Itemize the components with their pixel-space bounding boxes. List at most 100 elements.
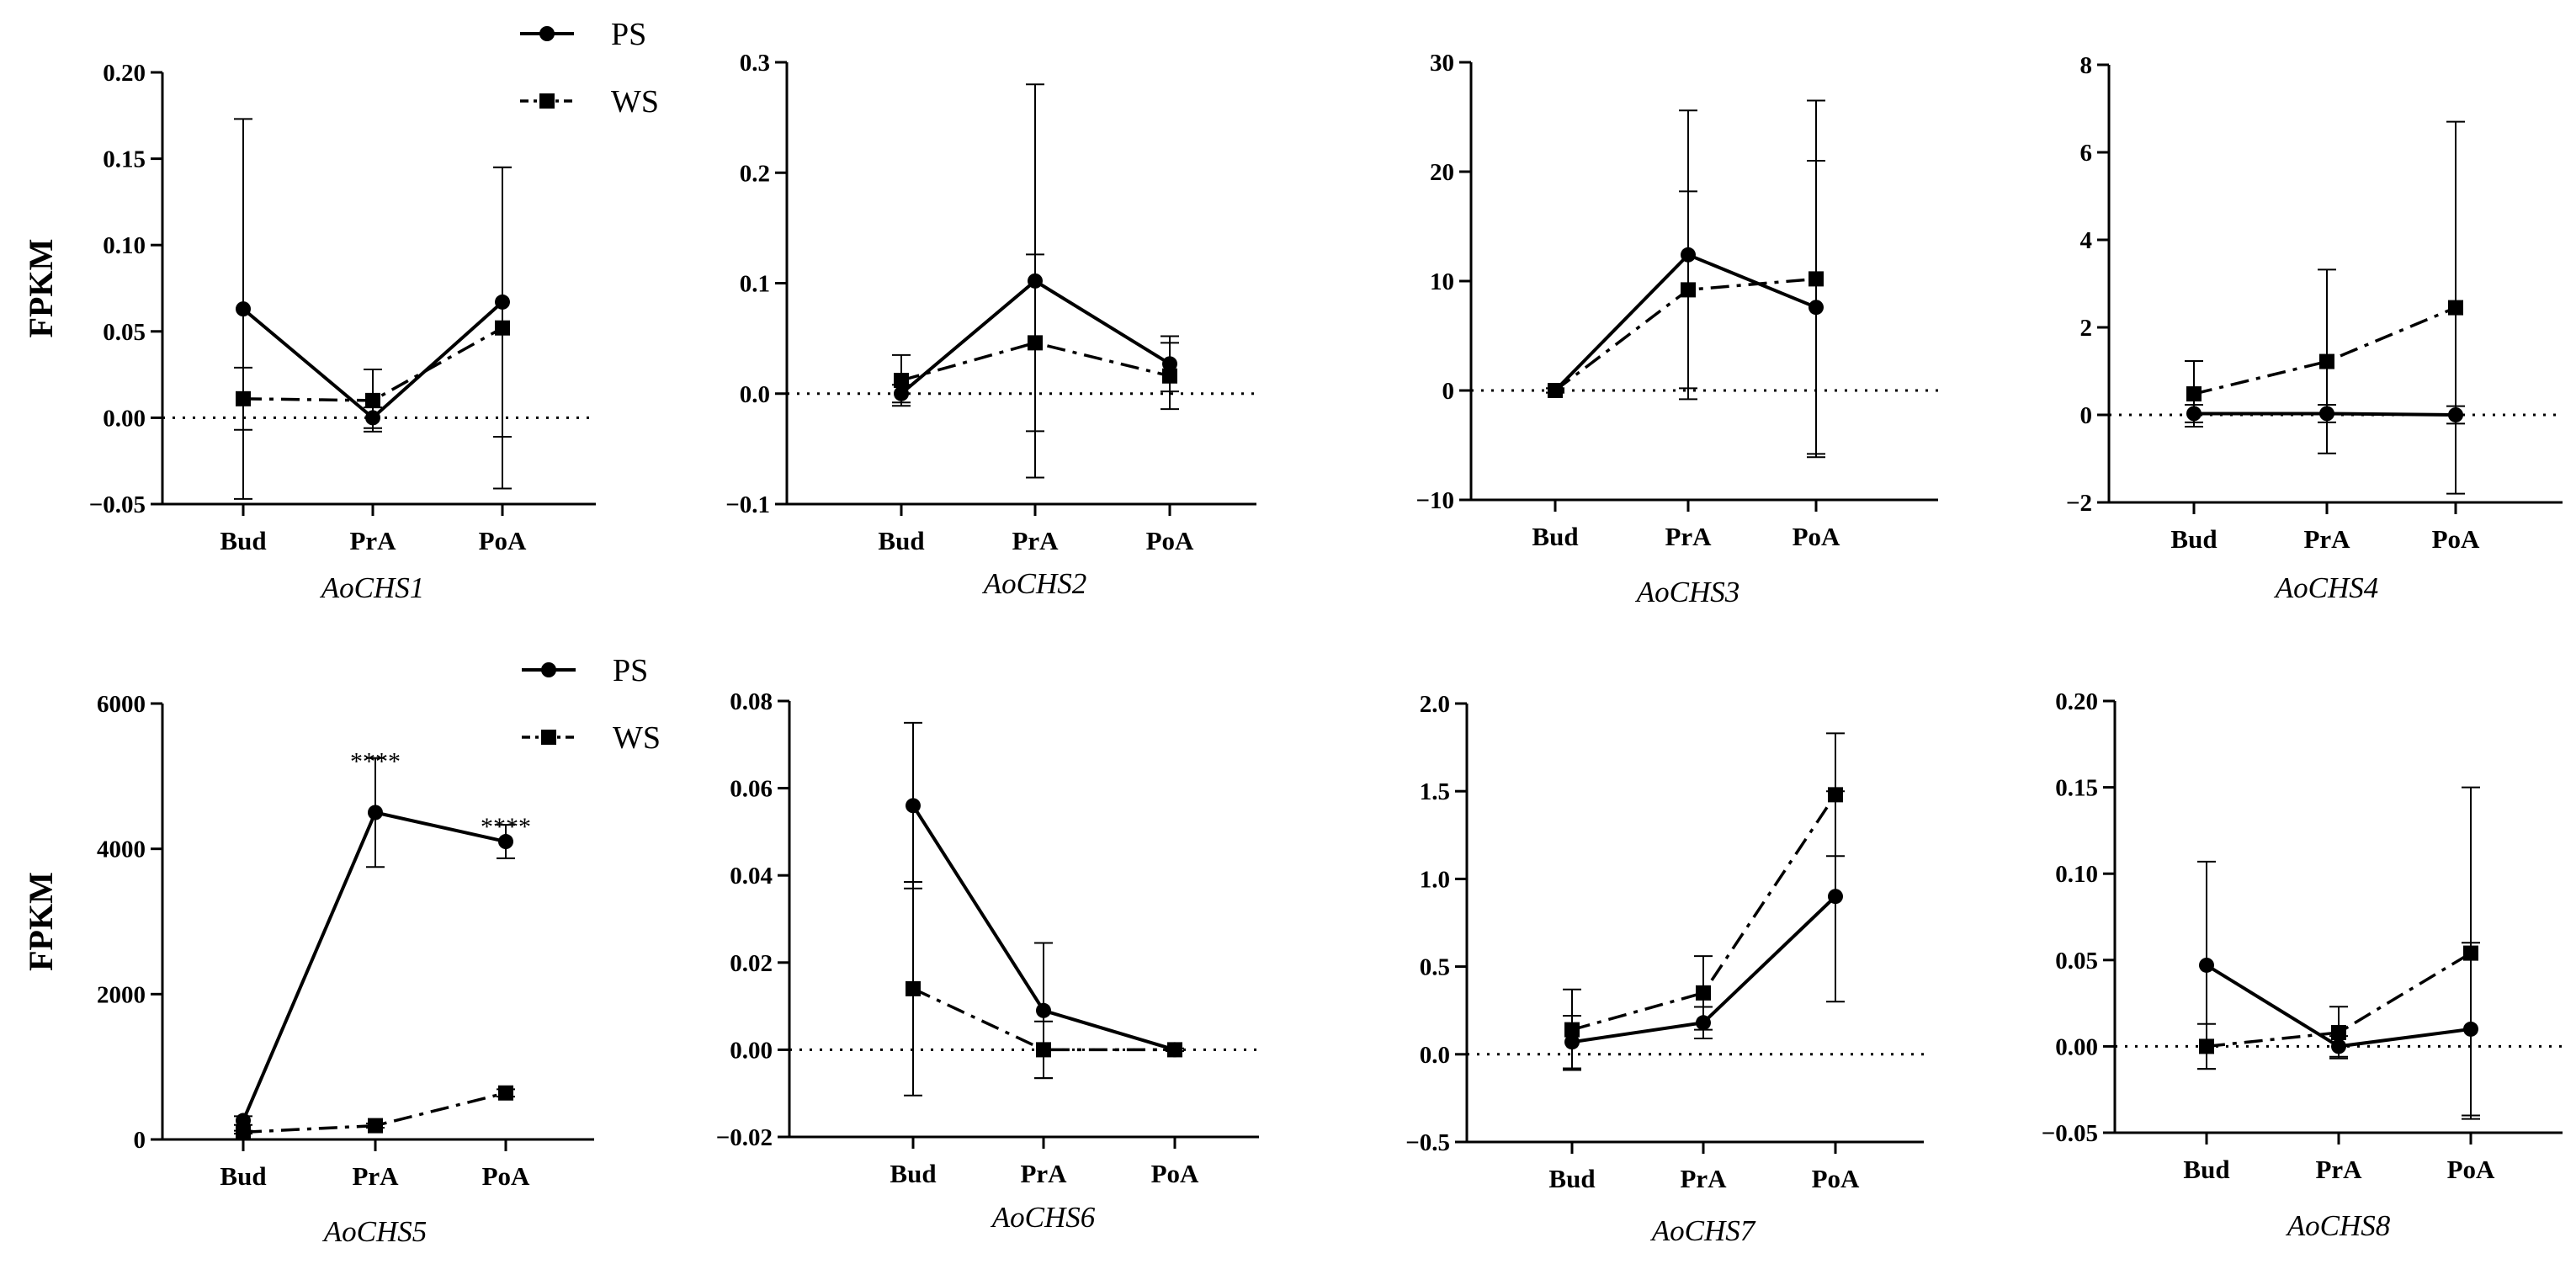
- legend: PS WS: [522, 653, 661, 756]
- y-tick-label: 0: [2080, 402, 2093, 429]
- x-tick-label: Bud: [220, 526, 266, 555]
- y-tick-label: 4000: [97, 836, 146, 863]
- point-ws: [2463, 945, 2478, 961]
- point-ws: [2448, 300, 2463, 316]
- legend-ws-label: WS: [613, 720, 661, 756]
- significance-label: ****: [350, 747, 401, 775]
- y-tick-label: 0.02: [730, 950, 773, 977]
- y-tick-label: 0.08: [730, 688, 773, 715]
- point-ws: [894, 373, 909, 388]
- point-ws: [2186, 386, 2202, 402]
- point-ws: [1828, 787, 1843, 803]
- significance-label: ****: [481, 813, 531, 841]
- y-tick-label: 6000: [97, 691, 146, 718]
- point-ws: [1036, 1042, 1051, 1058]
- y-tick-label: 0.2: [740, 160, 770, 187]
- point-ws: [906, 980, 921, 996]
- x-tick-label: Bud: [2183, 1155, 2229, 1184]
- y-tick-label: 0.1: [740, 271, 770, 298]
- legend-ws-marker: [539, 93, 555, 109]
- y-tick-label: −2: [2066, 490, 2092, 517]
- y-tick-label: 30: [1430, 50, 1454, 77]
- x-tick-label: PoA: [482, 1161, 530, 1191]
- point-ws: [2319, 353, 2334, 369]
- point-ws: [495, 320, 510, 336]
- y-tick-label: 0.10: [103, 232, 146, 259]
- x-tick-label: PoA: [2432, 524, 2480, 554]
- point-ws: [236, 390, 251, 406]
- panel-AoCHS6: −0.02 0.00 0.02 0.04 0.06 0.08 Bud PrA PoA AoCHS6: [716, 688, 1259, 1234]
- point-ws: [236, 1124, 251, 1140]
- point-ws: [2199, 1038, 2214, 1054]
- point-ws: [365, 392, 380, 408]
- x-tick-label: Bud: [1532, 522, 1578, 551]
- y-tick-label: −0.5: [1405, 1129, 1450, 1156]
- point-ps: [2199, 957, 2214, 973]
- point-ps: [498, 834, 513, 850]
- panel-AoCHS7: −0.5 0.0 0.5 1.0 1.5 2.0 Bud PrA PoA AoCHS7: [1405, 691, 1924, 1247]
- y-tick-label: 10: [1430, 268, 1454, 295]
- y-tick-label: 0.04: [730, 863, 773, 890]
- y-tick-label: 2.0: [1420, 691, 1450, 718]
- x-tick-label: Bud: [890, 1159, 936, 1188]
- y-tick-label: −0.05: [2042, 1120, 2098, 1147]
- x-tick-label: PrA: [1680, 1164, 1727, 1193]
- x-tick-label: PrA: [352, 1161, 399, 1191]
- y-tick-label: 0.00: [103, 405, 146, 432]
- panel-AoCHS5: 0 2000 4000 6000 Bud PrA PoA **** **** FPKM AoCHS5: [22, 691, 594, 1248]
- point-ps: [236, 1113, 251, 1129]
- legend-ps-marker: [541, 662, 556, 677]
- y-tick-label: 4: [2080, 227, 2093, 254]
- y-tick-label: −0.05: [89, 491, 146, 518]
- y-tick-label: 0.3: [740, 50, 770, 77]
- y-tick-label: 0.20: [2055, 688, 2098, 715]
- x-tick-label: PrA: [1665, 522, 1712, 551]
- y-tick-label: 0.00: [2055, 1033, 2098, 1060]
- panel-title: AoCHS1: [320, 571, 425, 604]
- x-tick-label: PrA: [1020, 1159, 1067, 1188]
- legend-ps-label: PS: [613, 653, 648, 688]
- y-tick-label: 0.20: [103, 60, 146, 87]
- point-ps: [1828, 889, 1843, 905]
- point-ws: [1809, 271, 1824, 287]
- y-tick-label: −0.1: [725, 491, 770, 518]
- series-line-ws: [242, 1091, 507, 1134]
- y-tick-label: 0: [134, 1127, 146, 1154]
- y-tick-label: 20: [1430, 159, 1454, 186]
- panel-title: AoCHS4: [2274, 571, 2379, 604]
- series-line-ws: [912, 987, 1175, 1052]
- panel-title: AoCHS3: [1635, 576, 1740, 608]
- panel-title: AoCHS8: [2286, 1209, 2391, 1242]
- x-tick-label: PoA: [1146, 526, 1194, 555]
- x-tick-label: PrA: [1012, 526, 1059, 555]
- point-ws: [1162, 368, 1177, 384]
- y-tick-label: 2000: [97, 981, 146, 1008]
- point-ws: [1028, 335, 1043, 351]
- y-tick-label: 0.05: [103, 319, 146, 346]
- point-ps: [236, 301, 251, 317]
- x-tick-label: PrA: [349, 526, 396, 555]
- x-tick-label: Bud: [220, 1161, 266, 1191]
- point-ps: [906, 798, 921, 814]
- point-ps: [368, 805, 383, 821]
- legend-ws-marker: [541, 730, 556, 745]
- y-tick-label: 0.0: [1420, 1042, 1450, 1069]
- legend-ps-marker: [539, 26, 555, 41]
- x-tick-label: Bud: [1548, 1164, 1595, 1193]
- x-tick-label: Bud: [878, 526, 924, 555]
- y-tick-label: 0.05: [2055, 948, 2098, 975]
- point-ws: [1167, 1042, 1182, 1058]
- x-tick-label: PrA: [2315, 1155, 2362, 1184]
- point-ws: [1681, 282, 1696, 298]
- panel-AoCHS2: −0.1 0.0 0.1 0.2 0.3 Bud PrA PoA AoCHS2: [725, 50, 1256, 600]
- point-ws: [368, 1118, 383, 1134]
- panel-title: AoCHS2: [982, 567, 1087, 600]
- y-tick-label: 0.06: [730, 776, 773, 803]
- y-tick-label: 0.15: [103, 146, 146, 173]
- series-line-ps: [1554, 252, 1817, 392]
- y-tick-label: 2: [2080, 315, 2093, 342]
- series-line-ws: [2193, 305, 2456, 396]
- x-tick-label: PoA: [2447, 1155, 2495, 1184]
- y-axis-title: FPKM: [22, 239, 60, 338]
- point-ws: [498, 1085, 513, 1101]
